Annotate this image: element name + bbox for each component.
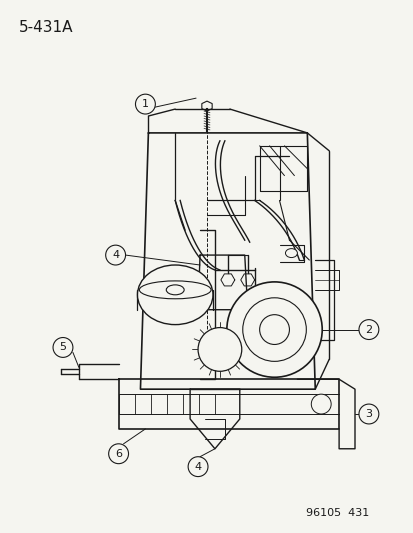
Circle shape (358, 320, 378, 340)
Text: 96105  431: 96105 431 (305, 508, 368, 518)
Circle shape (226, 282, 321, 377)
Circle shape (242, 298, 306, 361)
Circle shape (105, 245, 125, 265)
Text: 6: 6 (115, 449, 122, 459)
Text: 5-431A: 5-431A (19, 20, 74, 35)
Circle shape (358, 404, 378, 424)
Ellipse shape (137, 265, 212, 325)
Text: 3: 3 (365, 409, 372, 419)
Text: 5: 5 (59, 343, 66, 352)
Circle shape (259, 314, 289, 344)
Circle shape (108, 444, 128, 464)
Circle shape (135, 94, 155, 114)
Text: 4: 4 (112, 250, 119, 260)
Ellipse shape (139, 281, 211, 299)
Circle shape (311, 394, 330, 414)
Ellipse shape (166, 285, 184, 295)
Text: 2: 2 (364, 325, 372, 335)
Circle shape (188, 457, 207, 477)
Circle shape (197, 328, 241, 372)
Text: 4: 4 (194, 462, 201, 472)
Circle shape (53, 337, 73, 358)
Text: 1: 1 (142, 99, 149, 109)
Ellipse shape (285, 248, 297, 257)
